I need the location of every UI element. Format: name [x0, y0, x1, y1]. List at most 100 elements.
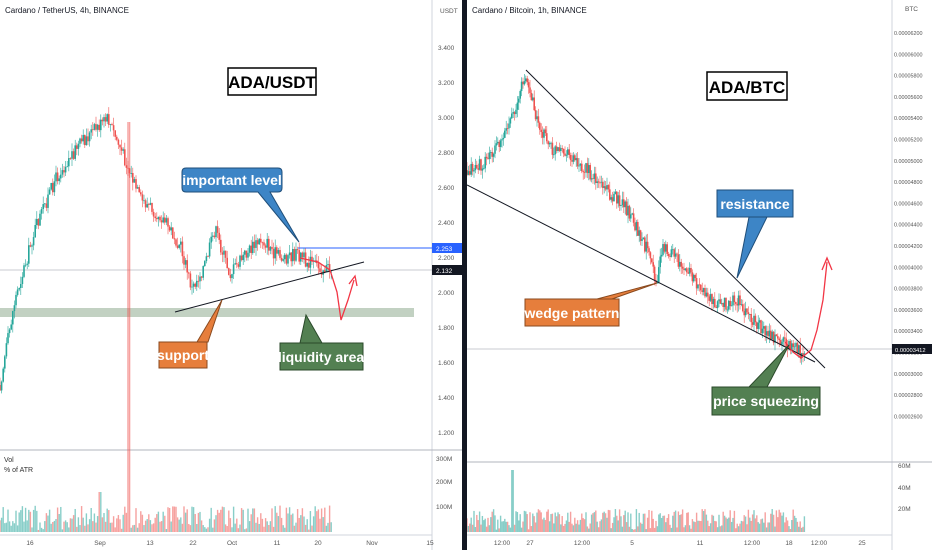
volume-bar [652, 518, 654, 532]
candle-body [95, 124, 97, 130]
price-axis: 3.400 3.200 3.000 2.800 2.600 2.400 2.200 2.000… [438, 45, 455, 437]
volume-bar [600, 519, 603, 532]
candle-body [585, 163, 587, 173]
volume-bar [681, 509, 684, 532]
candle-body [634, 222, 636, 231]
candle-body [205, 256, 208, 262]
candle-body [154, 216, 156, 219]
price-tick: 2.600 [438, 185, 455, 192]
candle-body [677, 254, 680, 267]
price-tick: 0.00004000 [894, 265, 922, 271]
volume-bar [665, 522, 667, 532]
volume-bar [176, 517, 179, 532]
candle-body [693, 274, 695, 282]
volume-bar [13, 523, 16, 532]
volume-bar [732, 517, 734, 532]
price-tick: 0.00005800 [894, 74, 922, 80]
volume-bar [512, 470, 514, 532]
price-tick: 0.00004400 [894, 223, 922, 229]
candle-body [628, 205, 631, 219]
candle-body [284, 254, 286, 260]
ada-usdt-chart-panel[interactable]: Cardano / TetherUS, 4h, BINANCE USDT 3.4… [0, 0, 462, 550]
volume-bar [31, 527, 33, 532]
volume-bar [764, 512, 766, 532]
candle-body [0, 381, 3, 391]
time-tick: 11 [274, 540, 281, 547]
candle-body [586, 163, 589, 174]
candle-body [282, 259, 284, 261]
candle-body [681, 266, 684, 269]
volume-bar [34, 505, 36, 532]
candle-body [186, 260, 188, 273]
candle-body [485, 156, 488, 159]
price-tick: 0.00002800 [894, 393, 922, 399]
candle-body [188, 272, 190, 274]
candle-body [473, 170, 475, 172]
candle-body [325, 264, 328, 273]
candle-body [551, 142, 554, 155]
volume-bar [669, 524, 671, 532]
volume-bar [229, 518, 232, 532]
candle-body [495, 143, 498, 146]
volume-bar [42, 529, 44, 532]
price-tick: 0.00005000 [894, 159, 922, 165]
candle-body [707, 292, 709, 297]
volume-bar [581, 513, 583, 532]
candle-body [31, 245, 33, 247]
volume-bar [74, 508, 76, 532]
candle-body [600, 181, 603, 183]
candle-body [560, 148, 562, 152]
candle-body [277, 250, 280, 254]
volume-bar [20, 510, 22, 532]
volume-bar [726, 518, 729, 532]
candle-body [172, 227, 174, 239]
volume-bar [754, 518, 757, 532]
panel-divider[interactable] [462, 0, 467, 550]
volume-bar [240, 508, 243, 532]
candle-body [672, 249, 674, 251]
candle-body [133, 179, 136, 183]
candle-body [730, 305, 733, 307]
volume-bar [103, 513, 105, 532]
candle-body [625, 201, 628, 216]
ada-btc-chart-panel[interactable]: Cardano / Bitcoin, 1h, BINANCE BTC 0.000… [467, 0, 932, 550]
volume-bar [588, 528, 590, 532]
price-tick: 3.000 [438, 115, 455, 122]
volume-bar [178, 519, 180, 532]
volume-bar [607, 509, 610, 532]
volume-bar [491, 511, 493, 532]
candle-body [768, 330, 771, 337]
volume-bar [164, 515, 166, 532]
price-tick: 2.200 [438, 255, 455, 262]
candle-body [274, 247, 276, 259]
candle-body [749, 313, 751, 315]
candle-body [511, 113, 513, 119]
volume-bar [617, 520, 619, 532]
volume-bar [47, 515, 49, 532]
volume-bar [572, 525, 575, 532]
volume-bar [593, 512, 596, 532]
time-axis: 12:00 27 12:00 5 11 12:00 18 12:00 25 [494, 540, 866, 547]
volume-bar [212, 527, 214, 532]
price-tick: 0.00006000 [894, 52, 922, 58]
candle-body [750, 313, 752, 323]
volume-bar [477, 520, 479, 532]
time-tick: 12:00 [811, 540, 828, 547]
volume-bar [529, 512, 531, 532]
volume-bar [501, 521, 503, 532]
candle-body [656, 282, 659, 284]
volume-bar [194, 513, 196, 532]
candle-body [512, 112, 514, 114]
candle-body [130, 173, 132, 174]
candle-body [12, 311, 14, 325]
candle-body [287, 255, 289, 264]
candle-body [8, 329, 11, 334]
candle-body [55, 172, 57, 182]
volume-bar [536, 512, 538, 532]
volume-bar [701, 509, 703, 532]
volume-bar [141, 514, 144, 532]
volume-bar [125, 512, 128, 532]
volume-bar [215, 515, 217, 532]
volume-bar [585, 512, 587, 532]
candle-body [213, 235, 216, 238]
